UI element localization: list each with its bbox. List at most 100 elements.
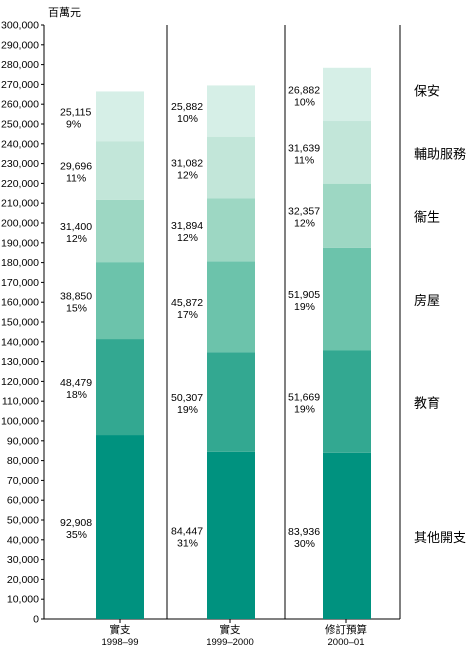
- y-tick-label: 260,000: [1, 99, 39, 111]
- legend-entry: 保安: [414, 83, 440, 98]
- data-label-value: 45,872: [171, 297, 203, 309]
- data-label-value: 31,894: [171, 220, 203, 232]
- y-tick-label: 50,000: [7, 515, 39, 527]
- y-tick-label: 270,000: [1, 79, 39, 91]
- bar-segment: [207, 261, 255, 353]
- y-tick-label: 200,000: [1, 218, 39, 230]
- bar-segment: [96, 262, 144, 340]
- data-labels-layer: 92,90835%48,47918%38,85015%31,40012%29,6…: [60, 84, 320, 549]
- y-tick-label: 290,000: [1, 39, 39, 51]
- x-tick-label-line1: 實支: [110, 623, 131, 636]
- y-tick-label: 90,000: [7, 435, 39, 447]
- y-tick-label: 230,000: [1, 158, 39, 170]
- data-label-value: 92,908: [60, 517, 92, 529]
- data-label-percent: 12%: [177, 232, 198, 244]
- data-label-value: 83,936: [288, 526, 320, 538]
- y-tick-label: 190,000: [1, 237, 39, 249]
- bar-segment: [96, 141, 144, 200]
- y-tick-label: 180,000: [1, 257, 39, 269]
- y-tick-label: 110,000: [2, 396, 39, 408]
- y-tick-label: 300,000: [1, 20, 39, 32]
- data-label-percent: 12%: [294, 218, 315, 230]
- data-label-value: 51,905: [288, 289, 320, 301]
- y-tick-label: 60,000: [7, 495, 39, 507]
- legend-entry: 其他開支: [414, 530, 466, 545]
- y-tick-label: 220,000: [1, 178, 39, 190]
- legend-entry: 房屋: [414, 293, 440, 308]
- bar-segment: [207, 352, 255, 452]
- data-label-value: 31,639: [288, 142, 320, 154]
- bar-segment: [323, 67, 371, 122]
- legend-layer: 其他開支 教育 房屋 衞生 輔助服務 保安: [414, 83, 466, 544]
- y-tick-label: 160,000: [1, 297, 39, 309]
- data-label-value: 32,357: [288, 206, 320, 218]
- x-tick-label-line1: 實支: [220, 623, 241, 636]
- axis-layer: 0 10,000 20,000 30,000 40,000 50,000 60,000 70,…: [1, 20, 401, 648]
- bar-segment: [323, 183, 371, 248]
- data-label-percent: 12%: [66, 233, 87, 245]
- data-label-percent: 19%: [294, 404, 315, 416]
- y-tick-label: 210,000: [1, 198, 39, 210]
- data-label-percent: 30%: [294, 538, 315, 550]
- data-label-value: 25,882: [171, 101, 203, 113]
- x-tick-label-line2: 1998–99: [102, 637, 139, 648]
- data-label-value: 48,479: [60, 377, 92, 389]
- y-tick-label: 130,000: [1, 356, 39, 368]
- y-tick-label: 10,000: [7, 594, 39, 606]
- y-tick-label: 30,000: [7, 554, 39, 566]
- y-tick-label: 240,000: [1, 138, 39, 150]
- y-tick-label: 250,000: [1, 119, 39, 131]
- bar-segment: [323, 247, 371, 351]
- x-tick-label-line2: 1999–2000: [206, 637, 254, 648]
- bar-segment: [323, 350, 371, 453]
- bar-segment: [96, 339, 144, 436]
- x-tick-label-line1: 修訂預算: [325, 623, 367, 636]
- y-tick-label: 140,000: [1, 336, 39, 348]
- bars-layer: [96, 67, 371, 619]
- y-tick-label: 70,000: [7, 475, 39, 487]
- data-label-value: 51,669: [288, 392, 320, 404]
- y-tick-label: 170,000: [1, 277, 39, 289]
- bar-segment: [323, 121, 371, 184]
- data-label-percent: 10%: [177, 113, 198, 125]
- x-tick-label-line2: 2000–01: [328, 637, 365, 648]
- bar-segment: [207, 198, 255, 262]
- bar-segment: [207, 451, 255, 619]
- y-tick-label: 40,000: [7, 534, 39, 546]
- bar-segment: [96, 435, 144, 619]
- data-label-percent: 31%: [177, 537, 198, 549]
- bar-segment: [207, 85, 255, 137]
- data-label-percent: 18%: [66, 389, 87, 401]
- y-axis-unit-label: 百萬元: [48, 6, 81, 19]
- data-label-percent: 15%: [66, 303, 87, 315]
- y-tick-label: 0: [33, 614, 39, 626]
- data-label-percent: 11%: [66, 173, 86, 185]
- data-label-value: 25,115: [60, 106, 91, 118]
- data-label-value: 29,696: [60, 161, 92, 173]
- data-label-value: 31,400: [60, 221, 92, 233]
- data-label-percent: 12%: [177, 169, 198, 181]
- y-tick-label: 80,000: [7, 455, 39, 467]
- data-label-value: 31,082: [171, 157, 203, 169]
- legend-entry: 教育: [414, 396, 440, 411]
- data-label-percent: 9%: [66, 118, 81, 130]
- data-label-percent: 17%: [177, 309, 198, 321]
- legend-entry: 輔助服務: [414, 146, 466, 161]
- bar-segment: [96, 91, 144, 142]
- data-label-value: 84,447: [171, 525, 203, 537]
- y-tick-label: 100,000: [1, 416, 39, 428]
- legend-entry: 衞生: [414, 210, 440, 225]
- data-label-value: 50,307: [171, 392, 203, 404]
- bar-segment: [323, 452, 371, 619]
- data-label-percent: 19%: [294, 301, 315, 313]
- data-label-percent: 35%: [66, 529, 87, 541]
- bar-segment: [96, 199, 144, 263]
- y-tick-label: 150,000: [1, 317, 39, 329]
- data-label-percent: 11%: [294, 154, 314, 166]
- y-tick-label: 20,000: [7, 574, 39, 586]
- bar-segment: [207, 136, 255, 199]
- y-tick-label: 280,000: [1, 59, 39, 71]
- data-label-percent: 19%: [177, 404, 198, 416]
- y-tick-label: 120,000: [1, 376, 39, 388]
